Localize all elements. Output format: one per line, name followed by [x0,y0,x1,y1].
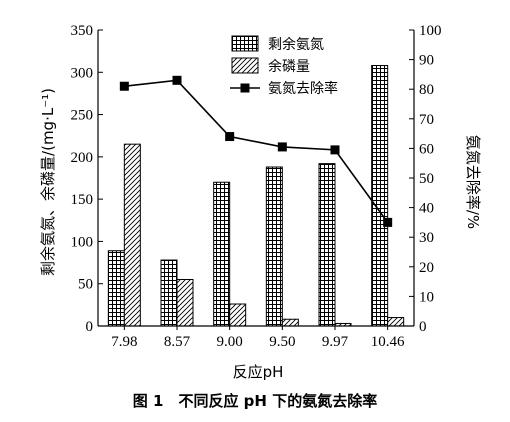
bar-余磷量 [123,143,141,327]
bar-layer [107,65,405,327]
bar-剩余氨氮 [107,250,125,327]
y-tick-label: 0 [86,319,94,335]
point-氨氮去除率 [172,75,182,85]
legend-label-剩余氨氮: 剩余氨氮 [268,36,324,53]
legend-swatch-余磷量 [231,57,259,74]
legend-marker-氨氮去除率 [240,83,250,93]
point-氨氮去除率 [225,132,235,142]
axes: 0 50 100 150 200 250 300 350 0 10 20 30 40 50 60 70 80 90… [71,23,442,350]
line-layer [119,75,393,227]
x-tick-label: 9.97 [322,334,349,350]
y2-tick-label: 50 [419,171,434,187]
y-tick-label: 100 [71,234,94,250]
point-氨氮去除率 [330,145,340,155]
bar-剩余氨氮 [265,166,283,327]
x-tick-label: 7.98 [111,334,137,350]
y2-tick-label: 40 [419,201,434,217]
y2-tick-label: 60 [419,141,434,157]
x-tick-label: 8.57 [164,334,191,350]
bar-余磷量 [176,278,194,327]
point-氨氮去除率 [383,217,393,227]
bar-余磷量 [281,318,299,327]
y2-tick-label: 70 [419,112,434,128]
y2-tick-label: 0 [419,319,427,335]
x-tick-label: 9.50 [269,334,295,350]
bar-余磷量 [387,317,405,327]
y-tick-label: 350 [71,23,94,39]
legend-label-余磷量: 余磷量 [268,58,310,75]
figure-caption: 图 1 不同反应 pH 下的氨氮去除率 [132,392,378,410]
legend-swatch-剩余氨氮 [231,35,259,52]
bar-余磷量 [229,303,247,327]
x-axis-label: 反应pH [233,363,284,381]
y2-tick-label: 30 [419,230,434,246]
point-氨氮去除率 [119,81,129,91]
y-tick-label: 150 [71,192,94,208]
y2-tick-label: 20 [419,260,434,276]
bar-剩余氨氮 [213,181,231,327]
y-tick-label: 200 [71,150,94,166]
legend-label-氨氮去除率: 氨氮去除率 [268,80,338,97]
bar-剩余氨氮 [371,65,389,327]
x-tick-label: 10.46 [371,334,405,350]
y2-axis-label: 氨氮去除率/% [464,135,482,229]
y-tick-label: 300 [71,65,94,81]
y-tick-label: 250 [71,108,94,124]
y2-tick-label: 90 [419,53,434,69]
point-氨氮去除率 [277,142,287,152]
y-tick-label: 50 [78,277,93,293]
bar-剩余氨氮 [318,163,336,327]
y2-tick-label: 80 [419,82,434,98]
y2-tick-label: 100 [419,23,442,39]
bar-剩余氨氮 [160,259,178,327]
chart: 0 50 100 150 200 250 300 350 0 10 20 30 40 50 60 70 80 90… [39,23,482,381]
y2-tick-label: 10 [419,289,434,305]
x-tick-label: 9.00 [217,334,243,350]
y-axis-label: 剩余氨氮、余磷量/(mg·L⁻¹) [39,88,57,276]
series-line-氨氮去除率 [124,79,389,223]
